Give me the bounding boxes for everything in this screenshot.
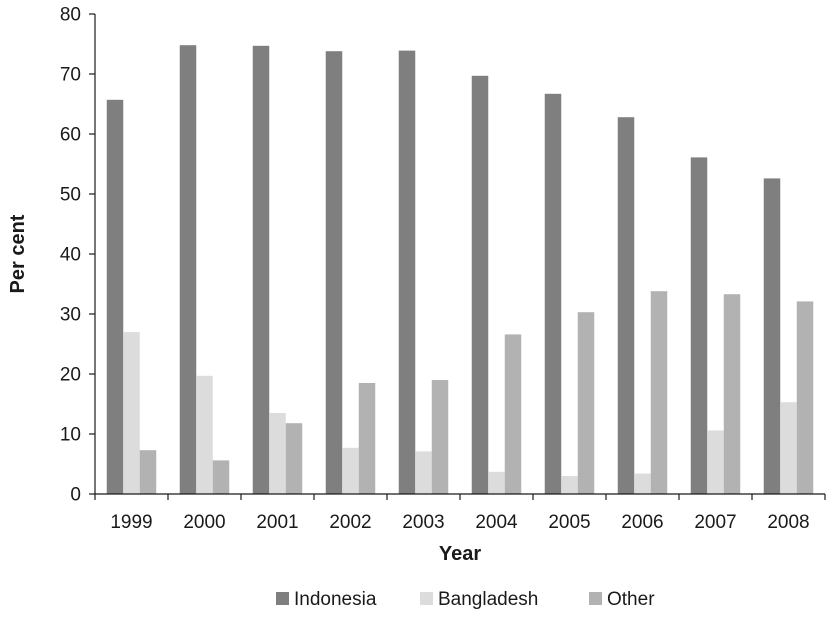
x-tick-label: 2008 xyxy=(767,512,809,533)
x-tick-label: 2001 xyxy=(256,512,298,533)
x-axis-title: Year xyxy=(439,543,481,565)
bar-indonesia-2000 xyxy=(179,45,197,494)
x-ticks-group: 1999 2000 2001 2002 2003 2004 2005 2006 2007 2008 xyxy=(94,494,826,533)
bar-bangladesh-2002 xyxy=(342,447,359,494)
x-tick-label: 2005 xyxy=(548,512,590,533)
y-ticks-group: 0 10 20 30 40 50 60 70 80 xyxy=(60,5,95,506)
legend-label-indonesia: Indonesia xyxy=(294,589,377,610)
x-tick-label: 2000 xyxy=(183,512,225,533)
bar-bangladesh-2001 xyxy=(269,413,286,494)
bar-other-1999 xyxy=(139,450,157,494)
bar-indonesia-2005 xyxy=(544,93,562,495)
bar-other-2005 xyxy=(577,312,595,494)
bar-other-2001 xyxy=(285,423,303,494)
bar-other-2007 xyxy=(723,294,741,494)
y-tick-label: 60 xyxy=(60,125,81,146)
bars-group xyxy=(106,45,814,495)
bar-bangladesh-2007 xyxy=(707,430,724,494)
x-tick-label: 2002 xyxy=(329,512,371,533)
x-tick-label: 2007 xyxy=(694,512,736,533)
bar-bangladesh-1999 xyxy=(123,332,140,494)
y-tick-label: 40 xyxy=(60,245,81,266)
legend-swatch-bangladesh xyxy=(420,592,433,605)
bar-bangladesh-2004 xyxy=(488,471,505,494)
y-tick-label: 70 xyxy=(60,65,81,86)
bar-indonesia-2002 xyxy=(325,51,343,494)
legend-swatch-other xyxy=(589,592,602,605)
bar-other-2008 xyxy=(796,301,814,494)
bar-indonesia-2004 xyxy=(471,75,489,495)
y-tick-label: 80 xyxy=(60,5,81,26)
bar-other-2003 xyxy=(431,380,449,494)
bar-other-2002 xyxy=(358,383,376,494)
bar-bangladesh-2000 xyxy=(196,375,213,494)
x-tick-label: 1999 xyxy=(110,512,152,533)
legend: Indonesia Bangladesh Other xyxy=(276,589,655,610)
y-tick-label: 20 xyxy=(60,365,81,386)
bar-indonesia-2001 xyxy=(252,45,270,495)
y-tick-label: 10 xyxy=(60,425,81,446)
bar-other-2006 xyxy=(650,291,668,494)
bar-bangladesh-2006 xyxy=(634,473,651,494)
x-tick-label: 2004 xyxy=(475,512,518,533)
legend-swatch-indonesia xyxy=(276,592,289,605)
bar-indonesia-2006 xyxy=(617,117,635,494)
y-tick-label: 0 xyxy=(70,485,81,506)
legend-label-other: Other xyxy=(607,589,655,610)
bar-bangladesh-2005 xyxy=(561,476,578,494)
bar-indonesia-1999 xyxy=(106,99,124,495)
y-tick-label: 50 xyxy=(60,185,81,206)
x-tick-label: 2006 xyxy=(621,512,663,533)
bar-indonesia-2003 xyxy=(398,50,416,494)
y-axis-title: Per cent xyxy=(7,214,29,293)
legend-label-bangladesh: Bangladesh xyxy=(438,589,538,610)
x-tick-label: 2003 xyxy=(402,512,444,533)
bar-bangladesh-2008 xyxy=(780,402,797,494)
y-tick-label: 30 xyxy=(60,305,81,326)
bar-other-2004 xyxy=(504,334,522,494)
bar-other-2000 xyxy=(212,460,230,494)
bar-bangladesh-2003 xyxy=(415,451,432,494)
bar-indonesia-2007 xyxy=(690,157,708,494)
bar-indonesia-2008 xyxy=(763,178,781,494)
